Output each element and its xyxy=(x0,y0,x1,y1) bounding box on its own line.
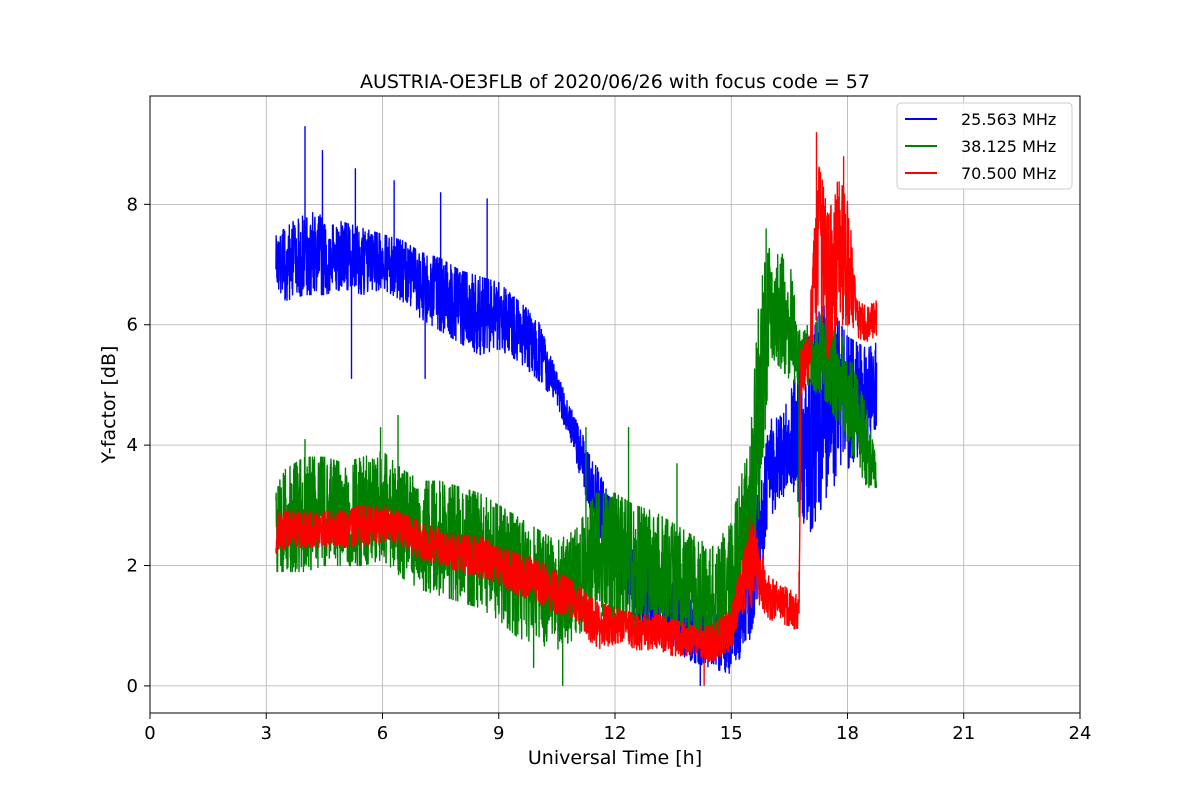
legend: 25.563 MHz 38.125 MHz 70.500 MHz xyxy=(896,102,1073,190)
y-tick-label: 4 xyxy=(127,435,138,456)
legend-label-1: 25.563 MHz xyxy=(961,110,1056,129)
x-tick-label: 6 xyxy=(377,723,388,744)
y-axis-label: Y-factor [dB] xyxy=(98,346,120,465)
series-line-3 xyxy=(275,132,878,686)
x-tick-label: 15 xyxy=(720,723,743,744)
legend-label-3: 70.500 MHz xyxy=(961,164,1056,183)
x-tick-label: 0 xyxy=(144,723,155,744)
series-line-2 xyxy=(275,228,878,686)
x-tick-label: 3 xyxy=(261,723,272,744)
y-tick-label: 8 xyxy=(127,194,138,215)
legend-box xyxy=(896,102,1073,190)
x-axis-label: Universal Time [h] xyxy=(528,747,702,769)
x-tick-label: 9 xyxy=(493,723,504,744)
x-tick-label: 18 xyxy=(836,723,859,744)
y-tick-label: 2 xyxy=(127,556,138,577)
x-tick-label: 24 xyxy=(1069,723,1092,744)
y-tick-label: 6 xyxy=(127,315,138,336)
y-tick-label: 0 xyxy=(127,676,138,697)
series-layer xyxy=(275,126,878,686)
chart-title: AUSTRIA-OE3FLB of 2020/06/26 with focus … xyxy=(360,71,870,93)
x-tick-label: 12 xyxy=(604,723,627,744)
legend-label-2: 38.125 MHz xyxy=(961,137,1056,156)
x-tick-label: 21 xyxy=(952,723,975,744)
